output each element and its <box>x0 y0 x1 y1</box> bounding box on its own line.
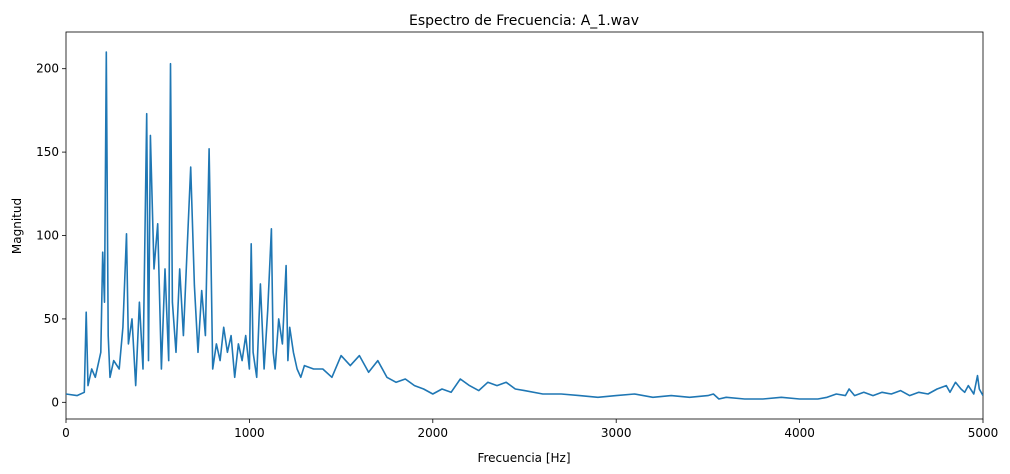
chart-title: Espectro de Frecuencia: A_1.wav <box>409 13 639 29</box>
y-axis-ticks: 0 50 100 150 200 <box>36 62 66 409</box>
x-tick-label: 5000 <box>968 426 999 440</box>
x-axis-ticks: 0 1000 2000 3000 4000 5000 <box>62 419 998 440</box>
x-tick-label: 1000 <box>234 426 265 440</box>
x-tick-label: 0 <box>62 426 70 440</box>
spectrum-line <box>66 51 983 400</box>
y-tick-label: 100 <box>36 229 59 243</box>
x-axis-label: Frecuencia [Hz] <box>477 451 570 465</box>
x-tick-label: 3000 <box>601 426 632 440</box>
plot-frame <box>65 31 984 420</box>
y-tick-label: 150 <box>36 145 59 159</box>
y-tick-label: 50 <box>44 312 59 326</box>
y-tick-label: 200 <box>36 62 59 76</box>
x-tick-label: 2000 <box>418 426 449 440</box>
x-tick-label: 4000 <box>784 426 815 440</box>
y-tick-label: 0 <box>51 395 59 409</box>
y-axis-label: Magnitud <box>10 198 24 254</box>
